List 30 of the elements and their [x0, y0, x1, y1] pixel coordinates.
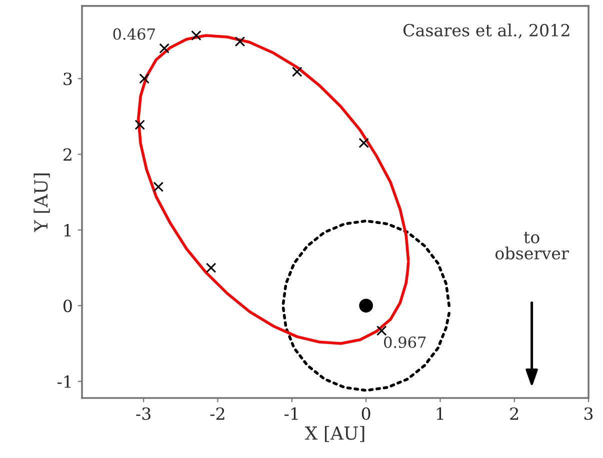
annotation: 0.967 [384, 336, 426, 348]
y-tick-label: 2 [64, 148, 72, 161]
x-axis-title: X [AU] [304, 426, 364, 442]
x-tick-label: 0 [362, 407, 370, 420]
point [292, 66, 302, 77]
annotation: to observer [495, 232, 569, 260]
y-axis-title: Y [AU] [34, 174, 50, 232]
annotation: Casares et al., 2012 [403, 24, 570, 39]
y-tick-label: 1 [64, 224, 71, 236]
point [359, 298, 373, 313]
point [376, 325, 387, 336]
line-series [282, 220, 450, 392]
point [134, 120, 146, 130]
y-tick-label: -1 [57, 375, 71, 388]
y-tick-label: 0 [63, 300, 72, 312]
x-tick-label: -1 [284, 407, 298, 420]
point [206, 262, 216, 273]
point [139, 73, 150, 84]
point [159, 43, 170, 54]
x-tick-label: 3 [584, 407, 593, 420]
x-tick-label: 1 [436, 407, 444, 420]
x-tick-label: -3 [136, 407, 150, 420]
point [153, 182, 164, 192]
annotation: 0.467 [113, 28, 155, 40]
point [234, 36, 246, 47]
point [358, 138, 369, 148]
x-tick-label: -2 [210, 407, 224, 420]
y-tick-label: 3 [64, 72, 72, 86]
x-tick-label: 2 [510, 407, 518, 420]
point [191, 30, 202, 41]
